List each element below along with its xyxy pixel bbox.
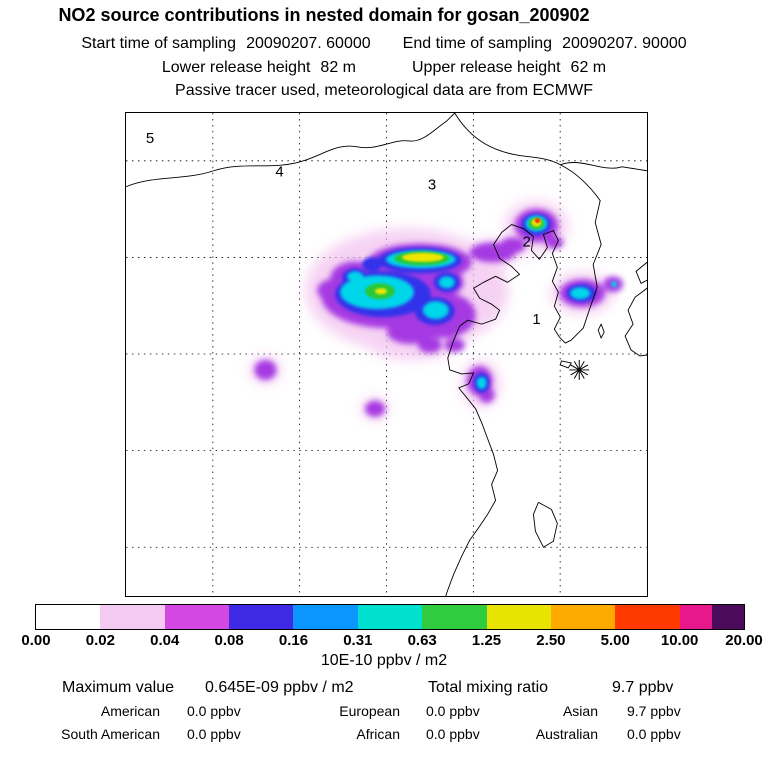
colorbar-tick: 0.63	[407, 632, 437, 649]
region-label: Australian	[535, 726, 598, 742]
colorbar-tick: 0.02	[85, 632, 115, 649]
concentration-blob	[422, 301, 449, 320]
release-heights-line: Lower release height 82 m Upper release h…	[0, 59, 768, 77]
colorbar-tick: 0.31	[343, 632, 373, 649]
concentration-blob	[254, 359, 277, 380]
region-label: African	[356, 726, 400, 742]
end-time-value: 20090207. 90000	[562, 35, 687, 52]
colorbar-ticks: 0.00 0.02 0.04 0.08 0.16 0.31 0.63 1.25 2.50 5.00…	[0, 632, 768, 650]
region-number-4: 4	[275, 164, 283, 181]
colorbar-tick: 2.50	[536, 632, 566, 649]
coastline-path	[597, 323, 605, 339]
coastline-path	[445, 200, 602, 596]
coastline-path	[126, 113, 456, 188]
concentration-blob	[362, 257, 383, 272]
coastline-path	[532, 501, 558, 548]
colorbar-tick: 0.00	[21, 632, 51, 649]
concentration-blob	[444, 338, 465, 353]
region-label: American	[100, 703, 160, 719]
colorbar	[35, 604, 745, 630]
concentration-blob	[386, 320, 433, 345]
colorbar-tick: 0.16	[278, 632, 309, 649]
colorbar-segment	[679, 605, 712, 629]
region-number-3: 3	[428, 177, 436, 194]
start-time-label: Start time of sampling	[81, 35, 237, 52]
coastline-path	[559, 360, 572, 369]
concentration-blob	[499, 237, 526, 254]
colorbar-segment	[486, 605, 551, 629]
concentration-blob	[545, 236, 564, 249]
region-label: European	[339, 703, 400, 719]
region-value: 0.0 ppbv	[426, 703, 480, 719]
concentration-blob	[365, 400, 386, 417]
concentration-blob	[347, 271, 364, 282]
region-value: 0.0 ppbv	[187, 703, 241, 719]
concentration-blob	[375, 288, 387, 295]
concentration-blob	[476, 376, 487, 389]
colorbar-segment	[711, 605, 744, 629]
colorbar-tick: 10.00	[660, 632, 699, 649]
colorbar-segment	[615, 605, 680, 629]
coastline-path	[635, 261, 647, 284]
source-contribution-map: 5 4 3 2 1	[125, 112, 648, 597]
end-time: End time of sampling 20090207. 90000	[403, 35, 687, 53]
concentration-blob	[401, 252, 444, 262]
colorbar-segment	[357, 605, 423, 629]
region-value: 0.0 ppbv	[627, 726, 681, 742]
end-time-label: End time of sampling	[402, 35, 553, 52]
colorbar-tick: 0.04	[150, 632, 180, 649]
colorbar-segment	[164, 605, 230, 629]
region-label: South American	[61, 726, 160, 742]
upper-release-label: Upper release height	[412, 59, 561, 76]
start-time-value: 20090207. 60000	[246, 35, 371, 52]
region-value: 9.7 ppbv	[627, 703, 681, 719]
lower-release-value: 82 m	[320, 59, 356, 76]
colorbar-tick: 5.00	[600, 632, 630, 649]
coastline-path	[624, 287, 647, 357]
lower-release-label: Lower release height	[161, 59, 311, 76]
region-value: 0.0 ppbv	[426, 726, 480, 742]
colorbar-segment	[36, 605, 101, 629]
tracer-info-line: Passive tracer used, meteorological data…	[175, 82, 593, 99]
plot-title: NO2 source contributions in nested domai…	[58, 5, 590, 25]
coastline-path	[559, 162, 647, 172]
colorbar-segment	[100, 605, 165, 629]
max-value-label: Maximum value	[62, 679, 175, 696]
total-mixing-ratio-label: Total mixing ratio	[428, 679, 549, 696]
receptor-asterisk-marker	[569, 359, 590, 380]
blob-layer-yellow	[375, 218, 542, 295]
total-mixing-ratio-value: 9.7 ppbv	[612, 679, 674, 696]
region-number-5: 5	[146, 130, 154, 147]
lower-release-height: Lower release height 82 m	[162, 59, 356, 77]
start-time: Start time of sampling 20090207. 60000	[81, 35, 370, 53]
colorbar-tick: 1.25	[471, 632, 502, 649]
blob-layer-red	[534, 217, 541, 224]
concentration-blob	[534, 217, 541, 224]
colorbar-tick: 20.00	[725, 632, 763, 649]
region-value: 0.0 ppbv	[187, 726, 241, 742]
upper-release-height: Upper release height 62 m	[412, 59, 606, 77]
region-number-2: 2	[522, 233, 530, 250]
concentration-blob	[611, 281, 618, 288]
coastline-path	[454, 113, 601, 202]
concentration-blob	[570, 287, 591, 300]
region-label: Asian	[562, 703, 598, 719]
colorbar-segment	[293, 605, 358, 629]
region-number-1: 1	[532, 311, 540, 328]
max-value: 0.645E-09 ppbv / m2	[205, 679, 354, 696]
colorbar-tick: 0.08	[214, 632, 244, 649]
sampling-times-line: Start time of sampling 20090207. 60000 En…	[0, 35, 768, 53]
colorbar-segment	[550, 605, 616, 629]
colorbar-segment	[422, 605, 487, 629]
colorbar-units-label: 10E-10 ppbv / m2	[320, 652, 448, 669]
concentration-blob	[438, 276, 455, 289]
concentration-blob	[417, 337, 442, 354]
upper-release-value: 62 m	[570, 59, 607, 76]
colorbar-segment	[229, 605, 294, 629]
